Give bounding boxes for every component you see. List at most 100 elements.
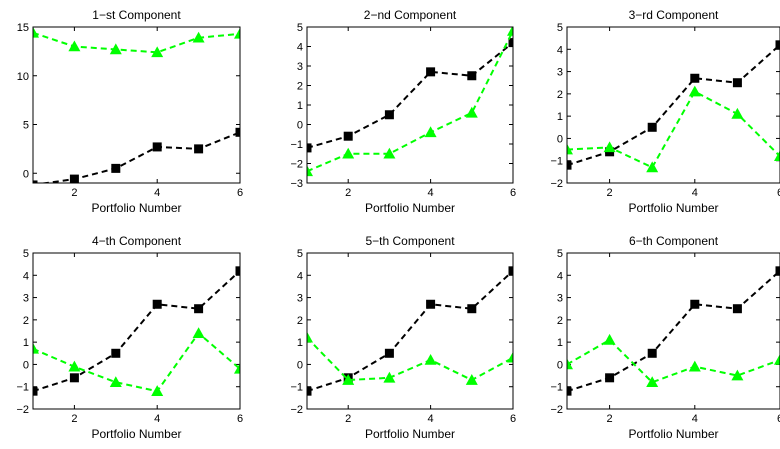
chart-6-series-2-point-4 bbox=[688, 360, 701, 372]
chart-6-series-2-point-1 bbox=[567, 358, 573, 370]
chart-1-series-1-point-3 bbox=[111, 163, 121, 173]
chart-4-y-tick-label-2: 0 bbox=[23, 359, 29, 371]
chart-3-x-tick-label-0: 2 bbox=[607, 187, 613, 199]
chart-1-plot-area bbox=[33, 27, 240, 183]
chart-2-series-2-point-3 bbox=[383, 147, 396, 159]
chart-2-series-2-point-6 bbox=[507, 27, 513, 36]
chart-6-series-1-point-1 bbox=[567, 386, 572, 396]
chart-3-plot-area bbox=[567, 27, 780, 183]
chart-4-x-tick-label-0: 2 bbox=[71, 413, 77, 425]
chart-5-series-1-point-3 bbox=[384, 348, 394, 358]
chart-1-series-2-point-3 bbox=[109, 43, 122, 55]
chart-6-x-tick-label-0: 2 bbox=[607, 413, 613, 425]
chart-6-series-1-point-4 bbox=[690, 299, 700, 309]
chart-2-x-tick-label-1: 4 bbox=[428, 187, 434, 199]
chart-5-x-tick-label-1: 4 bbox=[428, 413, 434, 425]
chart-2-xlabel: Portfolio Number bbox=[365, 201, 455, 215]
chart-3-series-1-point-1 bbox=[567, 160, 572, 170]
chart-6-y-tick-label-3: 1 bbox=[557, 337, 563, 349]
chart-3-axes-box bbox=[566, 26, 780, 184]
chart-5-series-1-point-4 bbox=[426, 299, 436, 309]
chart-4-series-1-point-4 bbox=[152, 299, 162, 309]
chart-6-series-2-point-5 bbox=[731, 369, 744, 381]
chart-2-series-1-point-6 bbox=[508, 38, 513, 48]
chart-5-series-2-point-3 bbox=[383, 371, 396, 383]
chart-3-series-2-point-6 bbox=[774, 150, 780, 162]
chart-3-series-1-point-3 bbox=[647, 122, 657, 132]
chart-6-x-tick-label-1: 4 bbox=[692, 413, 698, 425]
chart-6-axes-box bbox=[566, 252, 780, 410]
chart-6-y-tick-label-2: 0 bbox=[557, 359, 563, 371]
chart-6-series-1-point-2 bbox=[605, 373, 615, 383]
chart-6-series-2-point-2 bbox=[603, 333, 616, 345]
chart-2-y-tick-label-7: 4 bbox=[297, 42, 303, 54]
chart-6-series-1-point-5 bbox=[732, 304, 742, 314]
chart-2-y-tick-label-5: 2 bbox=[297, 81, 303, 93]
chart-5-series-1-point-5 bbox=[467, 304, 477, 314]
chart-1-series-2-point-1 bbox=[33, 27, 39, 38]
chart-6-y-tick-label-6: 4 bbox=[557, 270, 563, 282]
chart-2-series-1-line bbox=[307, 41, 513, 149]
chart-4-plot-area bbox=[33, 253, 240, 409]
chart-5-y-tick-label-3: 1 bbox=[297, 337, 303, 349]
chart-1-x-tick-label-2: 6 bbox=[237, 187, 243, 199]
chart-4-y-tick-label-7: 5 bbox=[23, 248, 29, 260]
chart-6-plot-area bbox=[567, 253, 780, 409]
chart-6-series-2-point-3 bbox=[646, 376, 659, 388]
chart-3-y-tick-label-3: 1 bbox=[557, 111, 563, 123]
chart-5-plot-area bbox=[307, 253, 513, 409]
chart-3-y-tick-label-4: 2 bbox=[557, 89, 563, 101]
chart-5-title: 5−th Component bbox=[365, 234, 455, 248]
chart-1-series-1-point-6 bbox=[235, 127, 240, 137]
chart-4-series-2-point-6 bbox=[234, 362, 240, 374]
chart-3-series-1-point-5 bbox=[732, 78, 742, 88]
chart-3-series-2-line bbox=[567, 90, 780, 169]
chart-1-y-tick-label-2: 10 bbox=[17, 71, 29, 83]
chart-4-y-tick-label-4: 2 bbox=[23, 315, 29, 327]
chart-6-series-2-line bbox=[567, 338, 780, 384]
chart-2-x-tick-label-2: 6 bbox=[510, 187, 516, 199]
chart-5-series-1-point-1 bbox=[307, 386, 312, 396]
chart-3-y-tick-label-5: 3 bbox=[557, 67, 563, 79]
chart-1-x-tick-label-0: 2 bbox=[71, 187, 77, 199]
chart-5-x-tick-label-2: 6 bbox=[510, 413, 516, 425]
chart-4-x-tick-label-2: 6 bbox=[237, 413, 243, 425]
chart-3-y-tick-label-7: 5 bbox=[557, 22, 563, 34]
chart-3-x-tick-label-2: 6 bbox=[777, 187, 780, 199]
chart-4-series-2-point-5 bbox=[192, 327, 205, 339]
chart-4-series-1-point-6 bbox=[235, 266, 240, 276]
chart-5-axes-box bbox=[306, 252, 514, 410]
chart-6-y-tick-label-1: −1 bbox=[550, 382, 563, 394]
chart-1-series-2-point-5 bbox=[192, 31, 205, 43]
chart-6-series-1-point-3 bbox=[647, 348, 657, 358]
chart-6-series-2-point-6 bbox=[774, 353, 780, 365]
chart-2-series-2-point-5 bbox=[465, 106, 478, 118]
chart-2-x-tick-label-0: 2 bbox=[345, 187, 351, 199]
chart-5-series-2-point-6 bbox=[507, 351, 513, 363]
chart-5-series-1-point-6 bbox=[508, 266, 513, 276]
chart-5-series-2-point-4 bbox=[424, 353, 437, 365]
chart-1-series-2-point-4 bbox=[151, 46, 164, 58]
chart-3-title: 3−rd Component bbox=[629, 8, 719, 22]
chart-1-x-tick-label-1: 4 bbox=[154, 187, 160, 199]
chart-3-xlabel: Portfolio Number bbox=[628, 201, 718, 215]
chart-1-axes-box bbox=[32, 26, 241, 184]
chart-4-y-tick-label-3: 1 bbox=[23, 337, 29, 349]
chart-2-y-tick-label-4: 1 bbox=[297, 100, 303, 112]
chart-1-series-1-point-5 bbox=[194, 144, 204, 154]
chart-6-y-tick-label-7: 5 bbox=[557, 248, 563, 260]
chart-4-axes-box bbox=[32, 252, 241, 410]
chart-1-series-1-point-1 bbox=[33, 180, 38, 183]
chart-3-series-1-point-6 bbox=[775, 40, 780, 50]
chart-5-y-tick-label-6: 4 bbox=[297, 270, 303, 282]
chart-3-y-tick-label-1: −1 bbox=[550, 156, 563, 168]
chart-5-series-2-point-1 bbox=[307, 331, 313, 343]
chart-1-y-tick-label-1: 5 bbox=[23, 120, 29, 132]
chart-3-series-1-line bbox=[567, 44, 780, 167]
chart-2-y-tick-label-6: 3 bbox=[297, 61, 303, 73]
chart-6-xlabel: Portfolio Number bbox=[628, 427, 718, 441]
chart-2-series-2-point-1 bbox=[307, 165, 313, 177]
chart-2-y-tick-label-2: −1 bbox=[290, 139, 303, 151]
chart-6-title: 6−th Component bbox=[629, 234, 719, 248]
